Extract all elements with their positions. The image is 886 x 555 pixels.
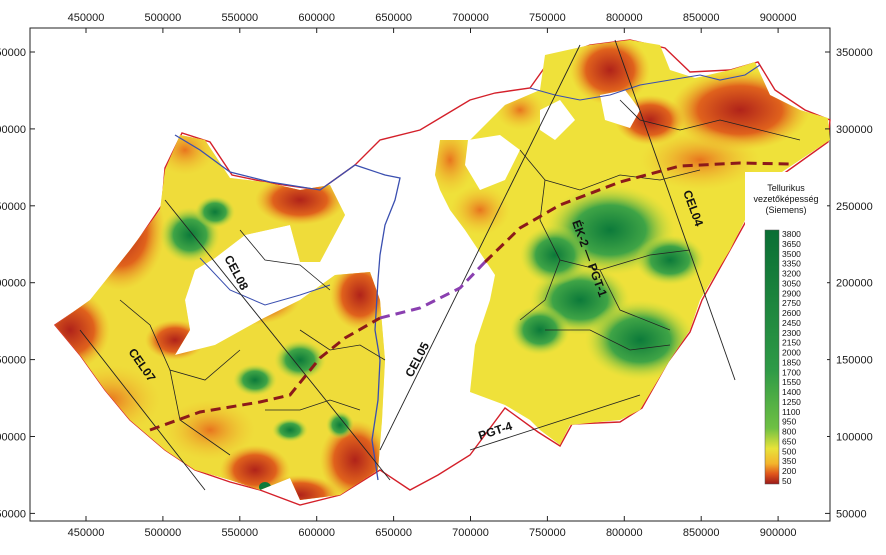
x-tick-bottom-label: 850000: [683, 527, 720, 539]
y-axis-right: 350000 300000 250000 200000 150000 100000 5000…: [825, 47, 873, 520]
legend-tick-label: 2600: [782, 308, 801, 318]
dashed-line-middle: [379, 260, 487, 320]
legend-tick-label: 1550: [782, 377, 801, 387]
legend-tick-label: 500: [782, 446, 796, 456]
legend-title-line2: vezetőképesség: [753, 194, 818, 204]
danube-river: [174, 134, 401, 481]
y-tick-left-label: 50000: [0, 508, 26, 520]
legend-title-line3: (Siemens): [765, 205, 806, 215]
legend-tick-label: 1850: [782, 357, 801, 367]
county-borders: [119, 99, 801, 456]
x-tick-top-label: 750000: [529, 12, 566, 24]
legend-tick-label: 200: [782, 466, 796, 476]
y-tick-left-label: 300000: [0, 124, 26, 136]
x-tick-top-label: 600000: [298, 12, 335, 24]
legend-tick-label: 50: [782, 476, 792, 486]
legend-tick-label: 3350: [782, 259, 801, 269]
x-tick-top-label: 800000: [606, 12, 643, 24]
y-tick-left-label: 350000: [0, 47, 26, 59]
x-tick-top-label: 700000: [452, 12, 489, 24]
dashed-line-west: [149, 316, 381, 432]
x-axis-top: 450000 500000 550000 600000 650000 700000 7500…: [68, 12, 797, 33]
y-tick-right-label: 100000: [836, 432, 873, 444]
x-tick-top-label: 900000: [760, 12, 797, 24]
legend-tick-label: 1400: [782, 387, 801, 397]
legend-tick-label: 2300: [782, 328, 801, 338]
x-tick-bottom-label: 600000: [298, 527, 335, 539]
legend-tick-label: 1250: [782, 397, 801, 407]
legend-tick-label: 2000: [782, 348, 801, 358]
balaton-river: [199, 257, 331, 306]
legend-tick-label: 350: [782, 456, 796, 466]
x-tick-bottom-label: 800000: [606, 527, 643, 539]
profile-line-cel05: [379, 44, 581, 451]
x-tick-bottom-label: 650000: [375, 527, 412, 539]
x-tick-top-label: 550000: [221, 12, 258, 24]
legend-colorbar: [764, 229, 780, 485]
y-tick-left-label: 250000: [0, 201, 26, 213]
profile-line-pgt4: [469, 394, 641, 451]
legend-tick-label: 1700: [782, 367, 801, 377]
y-tick-left-label: 150000: [0, 355, 26, 367]
x-tick-bottom-label: 450000: [68, 527, 105, 539]
y-axis-left: 350000 300000 250000 200000 150000 100000 5000…: [0, 47, 35, 520]
legend-tick-label: 2900: [782, 288, 801, 298]
x-tick-bottom-label: 700000: [452, 527, 489, 539]
y-tick-right-label: 250000: [836, 201, 873, 213]
legend-ticks: 3800365035003350320030502900275026002450…: [782, 229, 801, 486]
legend-tick-label: 650: [782, 436, 796, 446]
profile-line-cel07: [79, 329, 206, 491]
y-tick-right-label: 200000: [836, 278, 873, 290]
profile-line-cel04: [614, 39, 736, 381]
x-tick-top-label: 450000: [68, 12, 105, 24]
y-tick-left-label: 200000: [0, 278, 26, 290]
profile-lines: [79, 39, 736, 491]
legend-tick-label: 2450: [782, 318, 801, 328]
legend-tick-label: 800: [782, 427, 796, 437]
x-tick-bottom-label: 550000: [221, 527, 258, 539]
dashed-line-east: [483, 161, 791, 264]
y-tick-right-label: 350000: [836, 47, 873, 59]
x-tick-top-label: 650000: [375, 12, 412, 24]
legend-tick-label: 2750: [782, 298, 801, 308]
legend-tick-label: 3200: [782, 269, 801, 279]
tisza-upper-river: [529, 64, 761, 101]
y-tick-left-label: 100000: [0, 432, 26, 444]
x-axis-bottom: 450000 500000 550000 600000 650000 700000 7500…: [68, 516, 797, 539]
x-tick-bottom-label: 750000: [529, 527, 566, 539]
legend-tick-label: 3050: [782, 278, 801, 288]
legend-tick-label: 3650: [782, 239, 801, 249]
y-tick-right-label: 150000: [836, 355, 873, 367]
legend-tick-label: 3800: [782, 229, 801, 239]
legend-title-line1: Tellurikus: [767, 183, 805, 193]
profile-line-cel08: [164, 199, 391, 481]
legend-tick-label: 2150: [782, 338, 801, 348]
legend-tick-label: 3500: [782, 249, 801, 259]
legend: Tellurikus vezetőképesség (Siemens) 3800…: [745, 172, 827, 492]
legend-tick-label: 950: [782, 417, 796, 427]
y-tick-right-label: 50000: [836, 508, 867, 520]
y-tick-right-label: 300000: [836, 124, 873, 136]
x-tick-bottom-label: 900000: [760, 527, 797, 539]
legend-background: [745, 172, 827, 492]
x-tick-bottom-label: 500000: [145, 527, 182, 539]
x-tick-top-label: 500000: [145, 12, 182, 24]
legend-tick-label: 1100: [782, 407, 801, 417]
x-tick-top-label: 850000: [683, 12, 720, 24]
